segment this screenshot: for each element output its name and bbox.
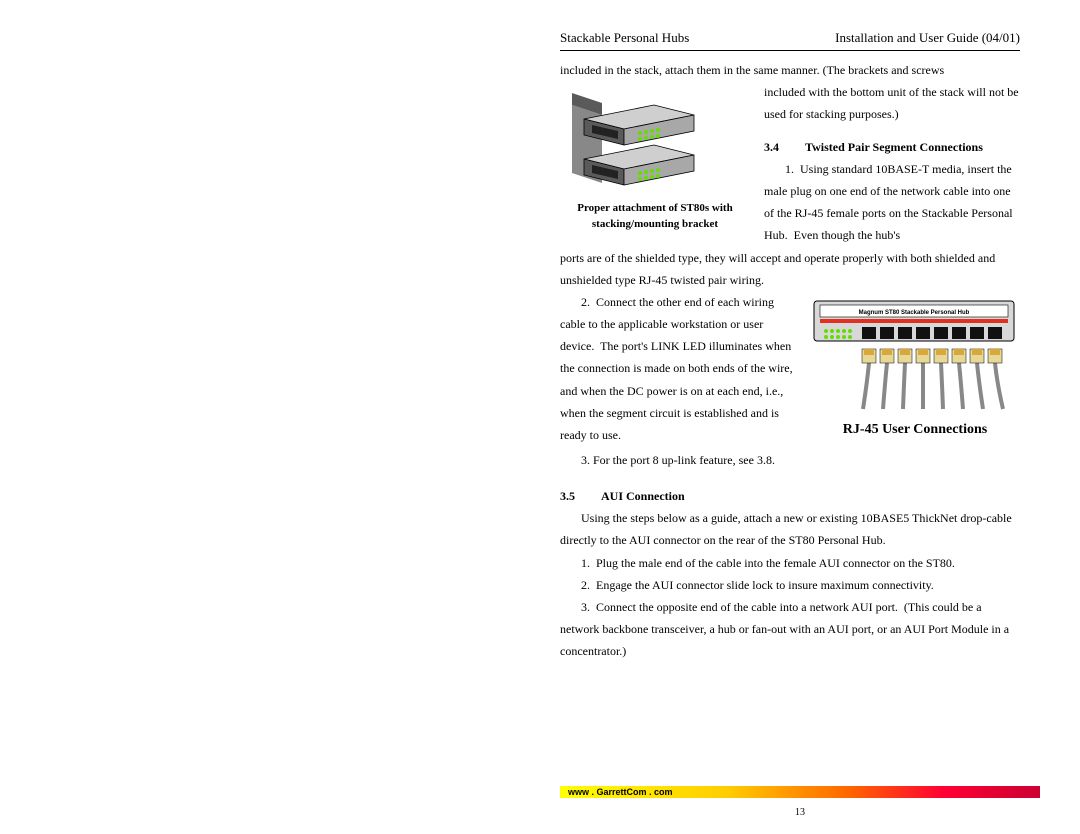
sec35-p3: 3. Connect the opposite end of the cable…	[560, 596, 1020, 663]
fig2-caption: RJ-45 User Connections	[810, 417, 1020, 443]
sec35-p0: Using the steps below as a guide, attach…	[560, 507, 1020, 551]
hub-model-label: Magnum ST80 Stackable Personal Hub	[859, 310, 970, 316]
header-left: Stackable Personal Hubs	[560, 30, 689, 46]
sec35-num: 3.5	[560, 489, 575, 503]
page-number: 13	[560, 807, 1040, 818]
sec35-p1: 1. Plug the male end of the cable into t…	[560, 552, 1020, 574]
sec35-p2: 2. Engage the AUI connector slide lock t…	[560, 574, 1020, 596]
sec34-title: Twisted Pair Segment Connections	[805, 140, 983, 154]
brand-url: www . GarrettCom . com	[568, 787, 673, 797]
sec34-p3: 3. For the port 8 up-link feature, see 3…	[560, 449, 1020, 471]
sec35-title: AUI Connection	[601, 489, 685, 503]
sec34-num: 3.4	[764, 140, 779, 154]
fig1-caption-line2: stacking/mounting bracket	[592, 218, 718, 230]
header-right: Installation and User Guide (04/01)	[835, 30, 1020, 46]
header-rule	[560, 50, 1020, 51]
fig1-caption-line1: Proper attachment of ST80s with	[577, 202, 732, 214]
figure-stack-bracket: Proper attachment of ST80s with stacking…	[560, 87, 750, 232]
intro-line: included in the stack, attach them in th…	[560, 59, 1020, 81]
sec34-p1b: ports are of the shielded type, they wil…	[560, 247, 1020, 291]
figure-rj45-connections: Magnum ST80 Stackable Personal Hub	[810, 293, 1020, 443]
brand-bar: www . GarrettCom . com	[560, 786, 1040, 798]
